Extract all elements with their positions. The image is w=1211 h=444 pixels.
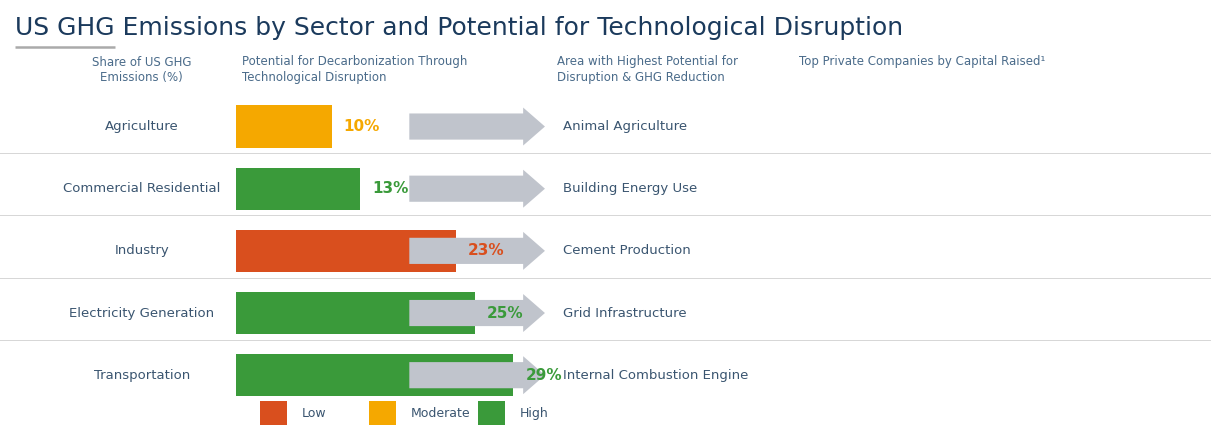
- Bar: [236, 354, 513, 396]
- FancyArrow shape: [409, 294, 545, 332]
- Text: Industry: Industry: [114, 244, 170, 258]
- Text: Top Private Companies by Capital Raised¹: Top Private Companies by Capital Raised¹: [799, 56, 1045, 68]
- Text: US GHG Emissions by Sector and Potential for Technological Disruption: US GHG Emissions by Sector and Potential…: [15, 16, 902, 40]
- Text: Agriculture: Agriculture: [105, 120, 178, 133]
- Bar: [236, 106, 332, 148]
- Text: 25%: 25%: [487, 305, 523, 321]
- Bar: [236, 292, 475, 334]
- FancyArrow shape: [409, 356, 545, 394]
- Bar: [236, 168, 361, 210]
- Bar: [236, 230, 455, 272]
- Text: Potential for Decarbonization Through
Technological Disruption: Potential for Decarbonization Through Te…: [242, 56, 467, 83]
- Text: Animal Agriculture: Animal Agriculture: [563, 120, 687, 133]
- FancyArrow shape: [409, 232, 545, 270]
- Text: 13%: 13%: [373, 181, 409, 196]
- Text: Building Energy Use: Building Energy Use: [563, 182, 698, 195]
- Text: Low: Low: [302, 407, 326, 420]
- Text: Transportation: Transportation: [93, 369, 190, 382]
- Text: Cement Production: Cement Production: [563, 244, 690, 258]
- FancyArrow shape: [409, 170, 545, 208]
- Bar: [260, 401, 287, 425]
- Text: 29%: 29%: [526, 368, 562, 383]
- Bar: [478, 401, 505, 425]
- Text: Share of US GHG
Emissions (%): Share of US GHG Emissions (%): [92, 56, 191, 83]
- Text: Electricity Generation: Electricity Generation: [69, 306, 214, 320]
- Text: 10%: 10%: [344, 119, 380, 134]
- Text: Area with Highest Potential for
Disruption & GHG Reduction: Area with Highest Potential for Disrupti…: [557, 56, 737, 83]
- Text: Commercial Residential: Commercial Residential: [63, 182, 220, 195]
- Text: High: High: [520, 407, 549, 420]
- Bar: [369, 401, 396, 425]
- Text: 23%: 23%: [467, 243, 505, 258]
- Text: Moderate: Moderate: [411, 407, 470, 420]
- Text: Grid Infrastructure: Grid Infrastructure: [563, 306, 687, 320]
- FancyArrow shape: [409, 107, 545, 146]
- Text: Internal Combustion Engine: Internal Combustion Engine: [563, 369, 748, 382]
